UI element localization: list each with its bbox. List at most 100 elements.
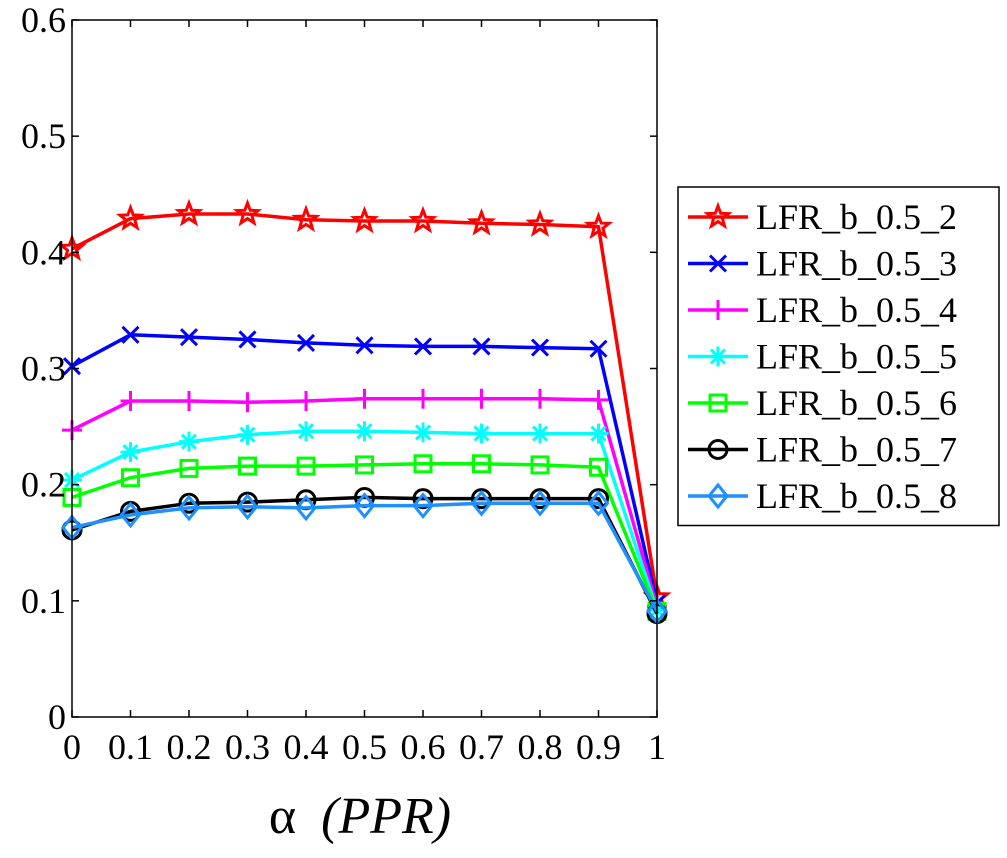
x-tick-label: 0.9 — [576, 727, 621, 767]
x-tick-label: 0 — [63, 727, 81, 767]
data-point — [355, 336, 374, 355]
series-line — [71, 495, 659, 615]
data-point — [412, 492, 434, 519]
legend: LFR_b_0.5_2 LFR_b_0.5_3 LFR_b_0.5_4 LFR_b_0… — [677, 186, 1000, 527]
legend-item: LFR_b_0.5_3 — [688, 244, 957, 284]
data-point — [296, 456, 316, 476]
data-point — [412, 488, 434, 510]
x-tick-label: 0.6 — [401, 727, 446, 767]
data-point — [588, 488, 609, 510]
data-point — [413, 454, 433, 474]
data-point — [588, 423, 609, 444]
data-point — [120, 391, 141, 412]
legend-label: LFR_b_0.5_6 — [756, 383, 957, 423]
legend-label: LFR_b_0.5_2 — [756, 197, 957, 237]
x-axis-label: α (PPR) — [269, 788, 451, 845]
data-point — [238, 330, 257, 349]
legend-marker — [708, 393, 728, 413]
data-point — [179, 328, 199, 347]
series-line — [71, 462, 659, 612]
data-point — [354, 421, 375, 442]
x-tick-label: 0.7 — [459, 727, 504, 767]
data-point — [296, 391, 316, 412]
y-tick-label: 0.6 — [21, 0, 66, 40]
data-point — [530, 388, 550, 409]
data-point — [466, 207, 497, 236]
data-point — [178, 494, 200, 522]
x-tick-label: 0.3 — [225, 727, 270, 767]
data-point — [121, 325, 140, 344]
data-point — [413, 422, 433, 443]
data-point — [587, 489, 610, 517]
data-point — [179, 431, 199, 452]
legend-label: LFR_b_0.5_8 — [756, 476, 957, 516]
data-point — [588, 389, 609, 410]
data-point — [530, 455, 550, 475]
legend-item: LFR_b_0.5_2 — [688, 197, 957, 237]
data-point — [408, 205, 438, 234]
data-point — [179, 391, 199, 412]
data-point — [295, 494, 317, 522]
legend-item: LFR_b_0.5_8 — [688, 476, 957, 516]
data-point — [530, 423, 550, 444]
legend-item: LFR_b_0.5_7 — [688, 430, 957, 470]
legend-marker — [707, 439, 729, 460]
data-point — [232, 198, 263, 227]
x-tick-label: 0.4 — [284, 727, 329, 767]
data-point — [472, 337, 491, 356]
y-tick-label: 0.4 — [21, 232, 66, 272]
legend-marker — [707, 482, 729, 510]
data-point — [354, 388, 375, 409]
data-point — [296, 421, 316, 442]
data-point — [238, 456, 257, 476]
y-tick-label: 0 — [48, 697, 66, 737]
legend-marker — [708, 254, 728, 273]
data-point — [353, 492, 376, 519]
x-axis-label-suffix: (PPR) — [321, 788, 451, 845]
legend-label: LFR_b_0.5_5 — [756, 337, 957, 377]
data-point — [529, 488, 551, 510]
data-point — [291, 204, 321, 233]
data-point — [472, 454, 491, 474]
axes-layer: 0 0.1 0.2 0.3 0.4 0.5 0.6 0 0.1 0.2 0.3 0.4 0.5 0.6 0.… — [21, 0, 666, 767]
data-point — [589, 457, 608, 477]
data-point — [413, 337, 433, 356]
legend-item: LFR_b_0.5_5 — [688, 337, 957, 377]
data-point — [589, 339, 608, 358]
data-point — [355, 455, 374, 475]
data-point — [237, 424, 258, 445]
data-point — [174, 198, 204, 227]
legend-item: LFR_b_0.5_6 — [688, 383, 957, 423]
x-tick-label: 0.2 — [167, 727, 212, 767]
data-point — [413, 388, 433, 409]
data-point — [583, 211, 614, 240]
data-point — [120, 442, 141, 463]
legend-label: LFR_b_0.5_7 — [756, 430, 957, 470]
data-point — [178, 492, 200, 514]
plot-area — [72, 20, 657, 717]
series-line — [71, 212, 659, 598]
legend-label: LFR_b_0.5_4 — [756, 290, 957, 330]
legend-marker — [703, 201, 733, 230]
y-tick-label: 0.5 — [21, 116, 66, 156]
data-point — [237, 491, 258, 513]
data-point — [236, 493, 259, 521]
data-point — [529, 489, 551, 517]
data-point — [470, 489, 493, 517]
data-point — [530, 338, 550, 357]
x-tick-label: 0.5 — [342, 727, 387, 767]
legend-label: LFR_b_0.5_3 — [756, 244, 957, 284]
legend-marker — [708, 300, 728, 320]
data-point — [525, 209, 555, 237]
series-LFR_b_0.5_8 — [61, 489, 668, 625]
data-point — [471, 388, 492, 409]
data-point — [296, 333, 316, 353]
data-point — [349, 205, 380, 234]
data-point — [119, 501, 142, 529]
legend-item: LFR_b_0.5_4 — [688, 290, 957, 330]
x-axis-label-symbol: α — [269, 788, 296, 845]
x-tick-label: 1 — [648, 727, 666, 767]
y-tick-label: 0.2 — [21, 465, 66, 505]
